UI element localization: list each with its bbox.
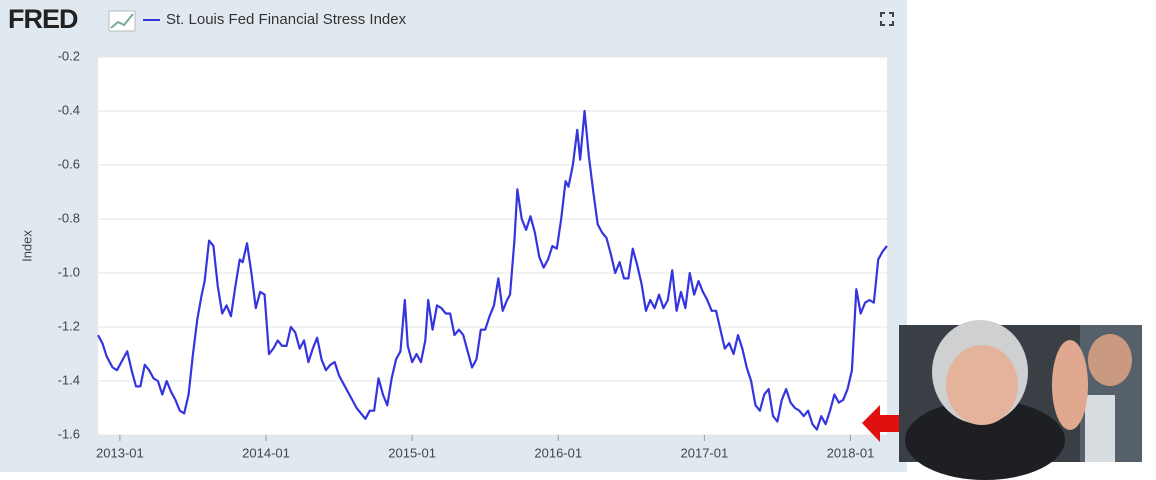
y-tick-label: -1.2 bbox=[58, 318, 80, 333]
y-tick-label: -0.4 bbox=[58, 102, 80, 117]
arrow bbox=[862, 405, 899, 442]
x-tick-label: 2016-01 bbox=[534, 445, 582, 460]
y-axis-label: Index bbox=[19, 230, 34, 262]
logo: FRED bbox=[8, 4, 78, 34]
x-tick-label: 2015-01 bbox=[388, 445, 436, 460]
y-tick-label: -0.6 bbox=[58, 156, 80, 171]
plot-area bbox=[98, 57, 887, 435]
y-tick-label: -0.2 bbox=[58, 48, 80, 63]
y-tick-label: -1.6 bbox=[58, 426, 80, 441]
y-tick-label: -1.4 bbox=[58, 372, 80, 387]
logo-icon bbox=[108, 10, 136, 32]
legend-label: St. Louis Fed Financial Stress Index bbox=[166, 11, 407, 28]
series-line bbox=[97, 109, 888, 431]
photo bbox=[899, 320, 1142, 480]
x-tick-label: 2017-01 bbox=[681, 445, 729, 460]
fullscreen-icon[interactable] bbox=[880, 12, 894, 26]
y-tick-label: -0.8 bbox=[58, 210, 80, 225]
x-tick-label: 2014-01 bbox=[242, 445, 290, 460]
x-tick-label: 2018-01 bbox=[827, 445, 875, 460]
x-tick-label: 2013-01 bbox=[96, 445, 144, 460]
y-tick-label: -1.0 bbox=[58, 264, 80, 279]
